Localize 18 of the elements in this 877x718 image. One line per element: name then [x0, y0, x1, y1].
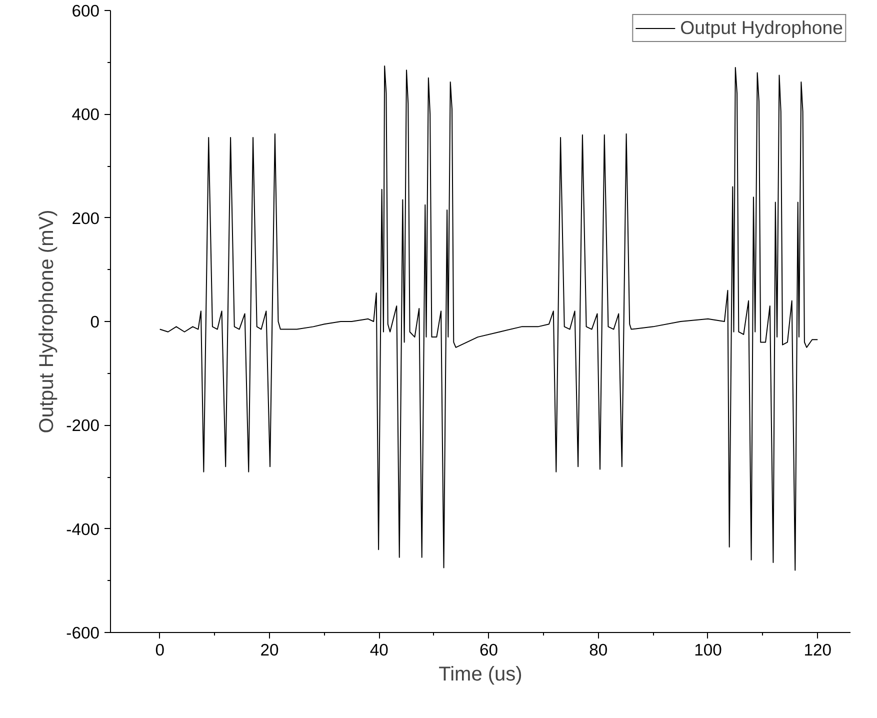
x-tick-label: 80: [589, 640, 608, 660]
y-tick-label: 400: [72, 105, 100, 124]
x-tick-label: 40: [370, 640, 388, 660]
legend-label: Output Hydrophone: [680, 17, 843, 39]
y-axis-title: Output Hydrophone (mV): [36, 210, 58, 434]
y-tick-label: 0: [90, 312, 100, 332]
y-tick-label: -600: [66, 624, 100, 642]
y-tick-label: -400: [66, 520, 100, 539]
line-series: [159, 65, 818, 571]
y-tick-label: -200: [66, 416, 100, 436]
x-tick-label: 120: [804, 640, 832, 660]
x-tick-label: 0: [155, 640, 164, 660]
x-tick-label: 20: [260, 640, 279, 660]
y-tick-label: 600: [72, 2, 100, 20]
x-tick-label: 100: [694, 640, 722, 660]
y-tick-label: 200: [72, 208, 100, 228]
x-tick-label: 60: [479, 640, 498, 660]
x-axis-title: Time (us): [438, 664, 522, 686]
